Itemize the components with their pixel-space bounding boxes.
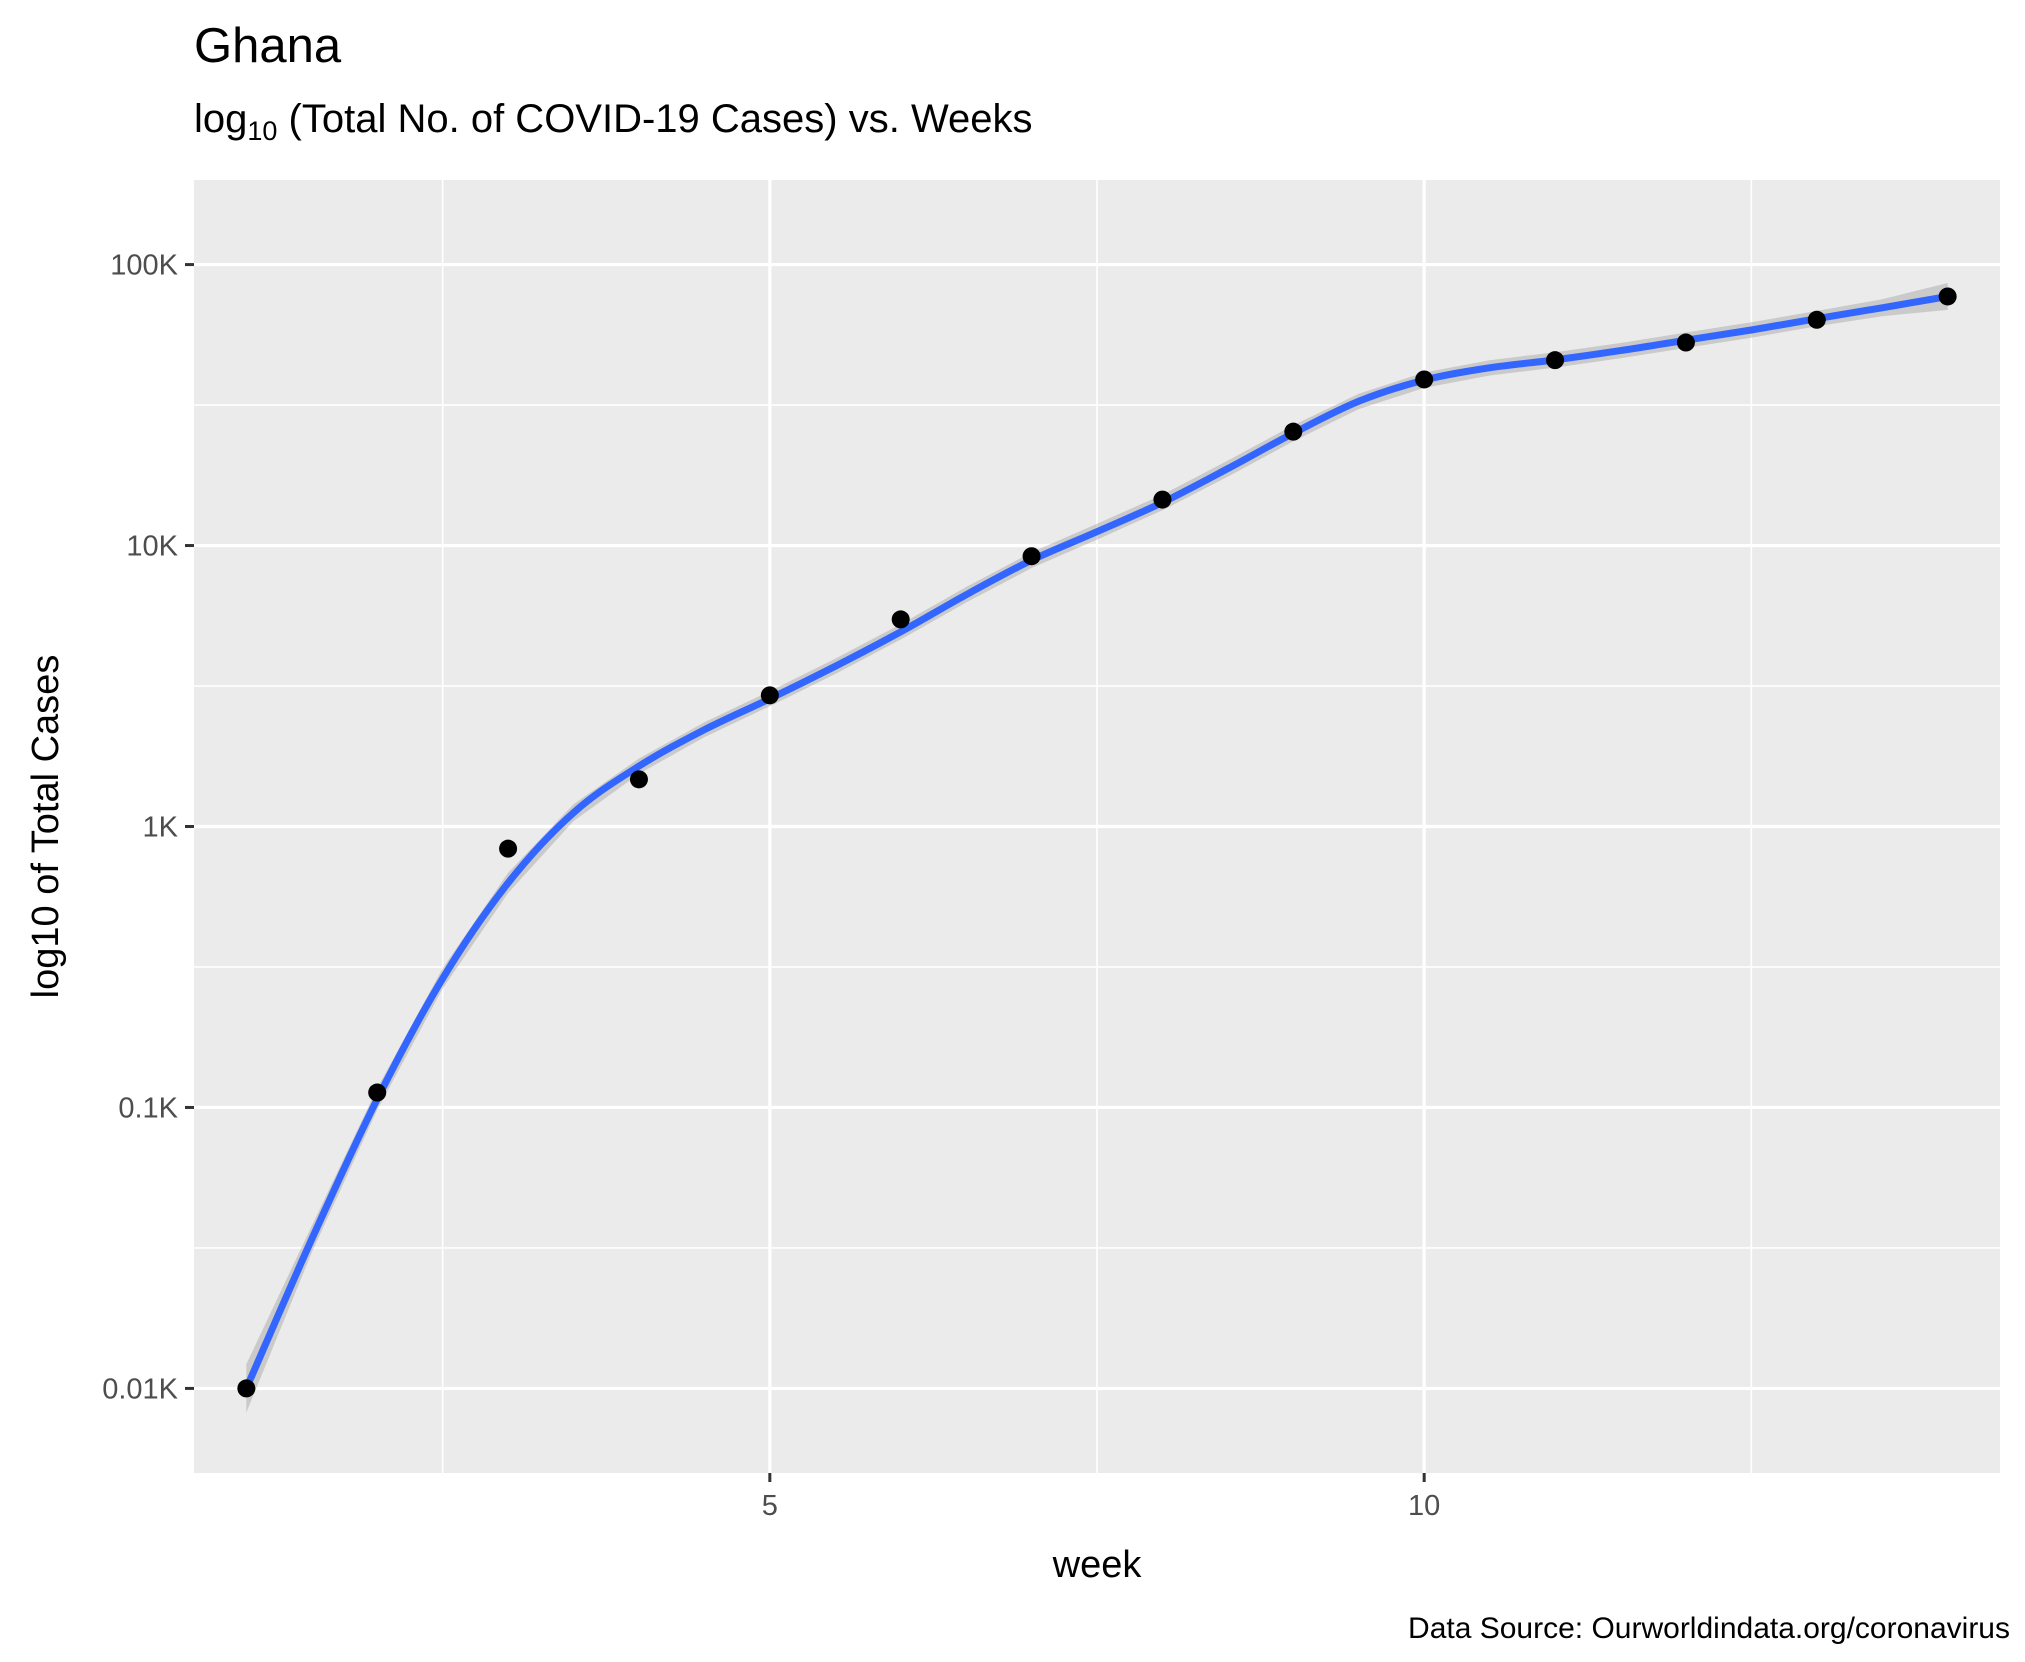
smooth-line (242, 293, 1952, 1392)
data-point (1676, 333, 1695, 352)
major-gridlines (194, 180, 2000, 1473)
chart-title: Ghana (194, 19, 342, 73)
x-axis-title: week (1052, 1544, 1143, 1586)
x-axis: 5 10 (762, 1473, 1440, 1522)
data-point (629, 770, 648, 789)
chart-subtitle: log10 (Total No. of COVID-19 Cases) vs. … (194, 97, 1032, 146)
y-tick-label: 10K (126, 531, 178, 563)
data-point (499, 839, 518, 858)
subtitle-log: log (194, 97, 247, 141)
data-point (368, 1083, 387, 1102)
data-point (1807, 310, 1826, 329)
x-tick-label: 10 (1408, 1490, 1440, 1522)
y-tick-label: 0.01K (102, 1373, 178, 1405)
y-tick-label: 0.1K (118, 1092, 178, 1124)
data-point (1022, 547, 1041, 566)
y-axis: 0.01K 0.1K 1K 10K 100K (102, 250, 194, 1405)
data-point (237, 1379, 256, 1398)
y-axis-title: log10 of Total Cases (25, 655, 67, 999)
data-point (760, 686, 779, 705)
data-point (1415, 370, 1434, 389)
x-tick-label: 5 (762, 1490, 778, 1522)
data-point (891, 610, 910, 629)
data-point (1153, 490, 1172, 509)
data-point (1938, 287, 1957, 306)
subtitle-text: (Total No. of COVID-19 Cases) vs. Weeks (277, 97, 1032, 141)
data-point (1546, 351, 1565, 370)
data-points (237, 287, 1957, 1398)
y-tick-label: 100K (110, 250, 178, 282)
data-source-caption: Data Source: Ourworldindata.org/coronavi… (1408, 1612, 2010, 1645)
subtitle-subscript: 10 (247, 116, 277, 146)
data-point (1284, 422, 1303, 441)
y-tick-label: 1K (143, 812, 179, 844)
